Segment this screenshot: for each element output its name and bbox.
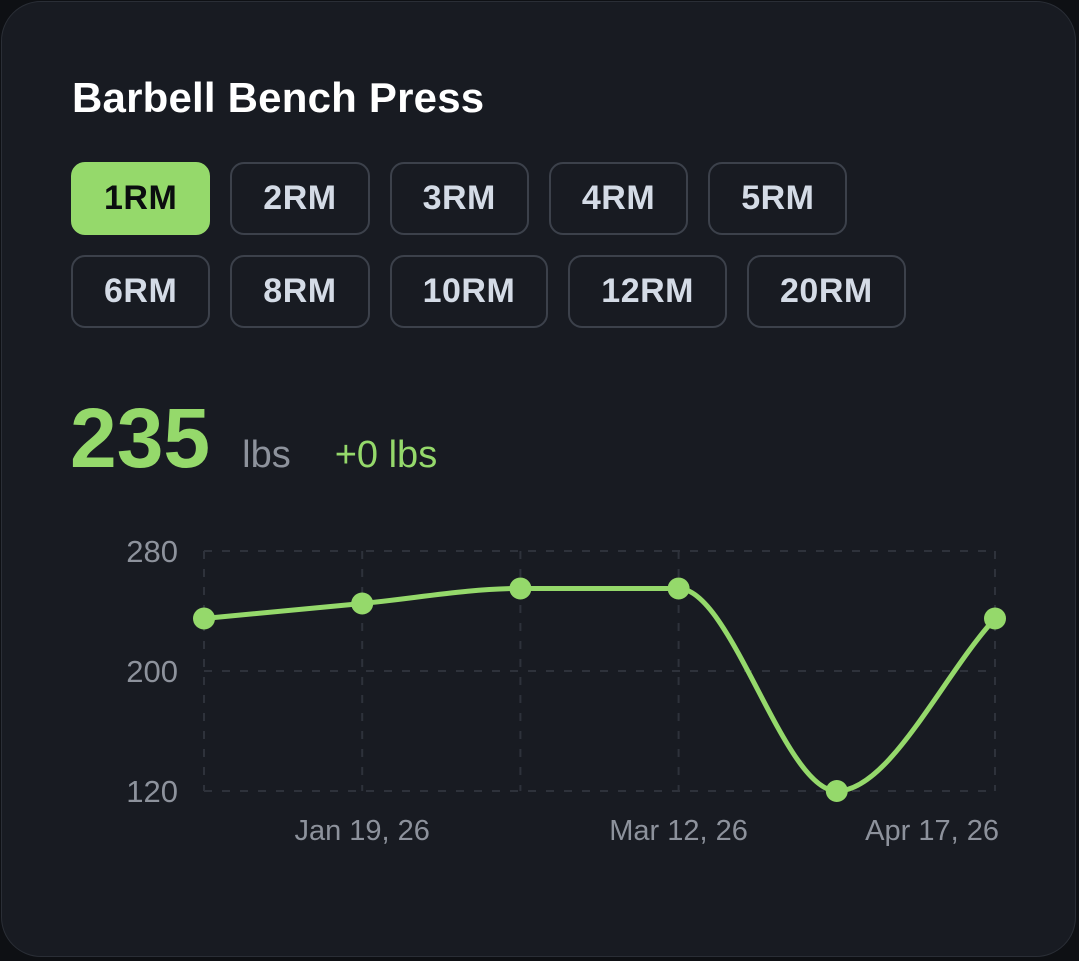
rm-option-10rm[interactable]: 10RM xyxy=(389,255,549,328)
rm-option-6rm[interactable]: 6RM xyxy=(71,255,211,328)
current-max-value: 235 xyxy=(70,391,211,485)
chart-data-point[interactable] xyxy=(667,577,690,600)
chart-data-point[interactable] xyxy=(825,780,848,802)
rm-option-12rm[interactable]: 12RM xyxy=(568,255,727,328)
rm-option-3rm[interactable]: 3RM xyxy=(389,162,529,235)
rm-option-1rm[interactable]: 1RM xyxy=(71,162,211,235)
current-max-unit: lbs xyxy=(242,434,291,476)
rm-option-20rm[interactable]: 20RM xyxy=(747,255,906,328)
max-change-delta: +0 lbs xyxy=(334,434,438,476)
rm-option-2rm[interactable]: 2RM xyxy=(230,162,370,235)
rep-max-selector-row-2: 6RM 8RM 10RM 12RM 20RM xyxy=(71,255,906,328)
chart-data-point[interactable] xyxy=(193,607,215,630)
current-max-stat: 235 lbs +0 lbs xyxy=(70,390,437,486)
rep-max-selector-row-1: 1RM 2RM 3RM 4RM 5RM xyxy=(71,162,848,235)
rm-option-4rm[interactable]: 4RM xyxy=(548,162,689,235)
chart-data-point[interactable] xyxy=(984,607,1006,630)
rm-option-8rm[interactable]: 8RM xyxy=(230,255,370,328)
exercise-title: Barbell Bench Press xyxy=(72,74,485,121)
chart-data-point[interactable] xyxy=(509,577,532,600)
chart-data-point[interactable] xyxy=(351,592,374,615)
chart-data-points xyxy=(193,577,1006,802)
rm-option-5rm[interactable]: 5RM xyxy=(708,162,848,235)
